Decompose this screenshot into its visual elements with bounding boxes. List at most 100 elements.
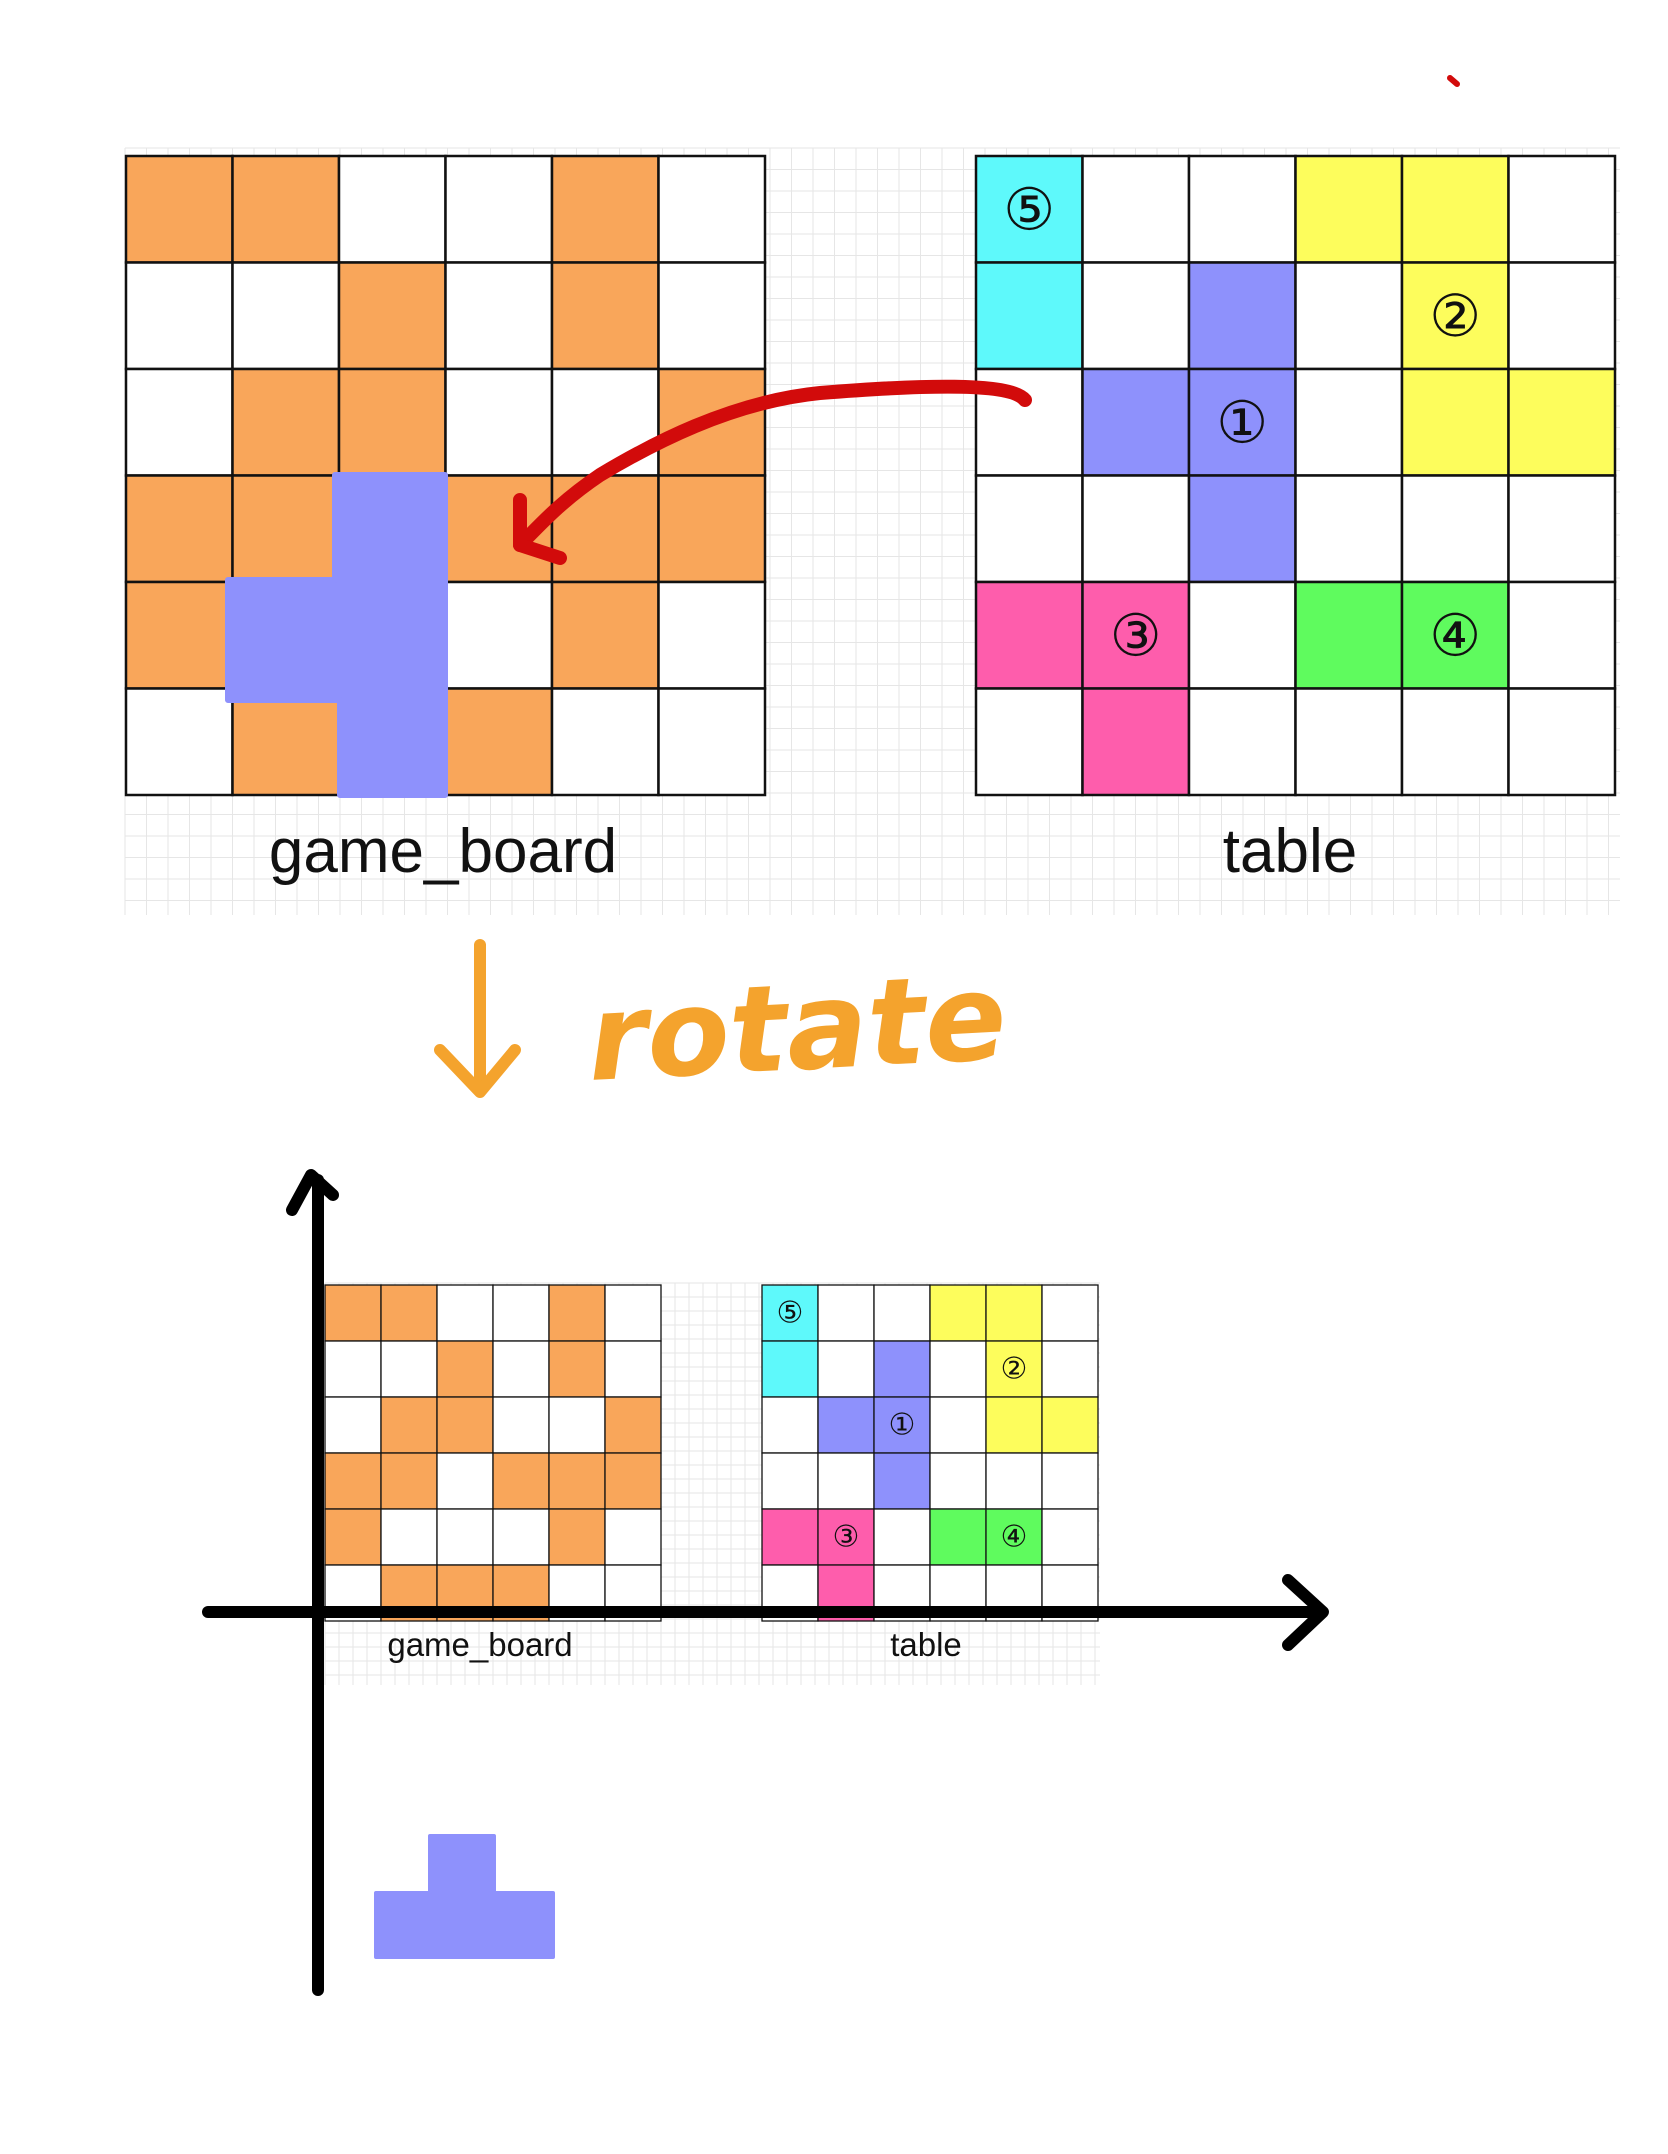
grid-cell [1041,1508,1099,1566]
grid-cell [604,1452,662,1510]
grid-cell [929,1508,987,1566]
grid-cell [985,1452,1043,1510]
piece-number-badge: ⑤ [777,1296,804,1331]
grid-cell [1507,474,1617,584]
grid-cell [1041,1396,1099,1454]
grid-cell [124,154,234,264]
grid-cell [817,1396,875,1454]
top-table-grid: ⑤ ② ① ③ ④ [974,154,1617,797]
grid-cell [550,261,660,371]
y-axis-arrowhead [286,1169,339,1216]
grid-cell [873,1340,931,1398]
grid-cell [1507,687,1617,797]
top-table-label: table [1223,817,1357,886]
grid-cell [324,1284,382,1342]
grid-cell [231,261,341,371]
grid-cell [1081,367,1191,477]
grid-cell [1294,261,1404,371]
top-game-board-label: game_board [269,817,617,886]
grid-cell [124,474,234,584]
grid-cell [817,1340,875,1398]
grid-cell [231,687,341,797]
grid-cell [604,1396,662,1454]
grid-cell [231,154,341,264]
grid-cell [124,580,234,690]
grid-cell [974,580,1084,690]
grid-cell [324,1340,382,1398]
grid-cell [548,1340,606,1398]
grid-cell [974,687,1084,797]
grid-cell [436,1508,494,1566]
grid-cell [1081,687,1191,797]
grid-cell [657,687,767,797]
grid-cell [550,687,660,797]
piece-number-badge: ② [1001,1352,1028,1387]
grid-cell [324,1396,382,1454]
grid-cell [604,1284,662,1342]
grid-cell [761,1508,819,1566]
grid-cell [380,1452,438,1510]
grid-cell [548,1396,606,1454]
grid-cell [324,1452,382,1510]
grid-cell [444,367,554,477]
grid-cell [337,367,447,477]
rotate-down-arrow [434,939,521,1098]
grid-cell [1400,580,1510,690]
bottom-game-board-grid [324,1284,662,1622]
grid-cell [492,1452,550,1510]
grid-cell [1400,154,1510,264]
grid-cell [1041,1452,1099,1510]
grid-cell [436,1340,494,1398]
grid-cell [231,367,341,477]
grid-cell [492,1340,550,1398]
grid-cell [873,1452,931,1510]
grid-cell [604,1340,662,1398]
grid-cell [1400,367,1510,477]
piece-number-badge: ② [1429,282,1481,350]
grid-cell [1507,580,1617,690]
grid-cell [985,1340,1043,1398]
grid-cell [1507,367,1617,477]
grid-cell [657,261,767,371]
grid-cell [929,1284,987,1342]
grid-cell [985,1396,1043,1454]
rotate-label: rotate [584,948,1009,1109]
grid-cell [380,1508,438,1566]
grid-cell [1041,1340,1099,1398]
grid-cell [985,1284,1043,1342]
grid-cell [436,1452,494,1510]
coordinate-axes [202,1169,1329,1996]
piece-number-badge: ① [889,1408,916,1443]
grid-cell [444,687,554,797]
piece-number-badge: ④ [1001,1520,1028,1555]
grid-cell [548,1284,606,1342]
grid-cell [1187,154,1297,264]
grid-cell [380,1284,438,1342]
piece-number-badge: ④ [1429,601,1481,669]
grid-cell [817,1284,875,1342]
grid-cell [1507,154,1617,264]
grid-cell [548,1508,606,1566]
grid-cell [1081,580,1191,690]
grid-cell [444,154,554,264]
grid-cell [380,1396,438,1454]
grid-cell [1081,261,1191,371]
grid-cell [1187,687,1297,797]
grid-cell [974,154,1084,264]
grid-cell [1294,474,1404,584]
grid-cell [604,1508,662,1566]
red-dot-mark [1447,75,1460,87]
grid-cell [550,580,660,690]
grid-cell [974,261,1084,371]
grid-cell [444,580,554,690]
grid-cell [548,1452,606,1510]
grid-cell [380,1340,438,1398]
grid-cell [1187,474,1297,584]
grid-cell [124,687,234,797]
grid-cell [324,1508,382,1566]
grid-cell [1187,261,1297,371]
grid-cell [1400,474,1510,584]
piece-number-badge: ③ [1110,601,1162,669]
grid-cell [657,474,767,584]
